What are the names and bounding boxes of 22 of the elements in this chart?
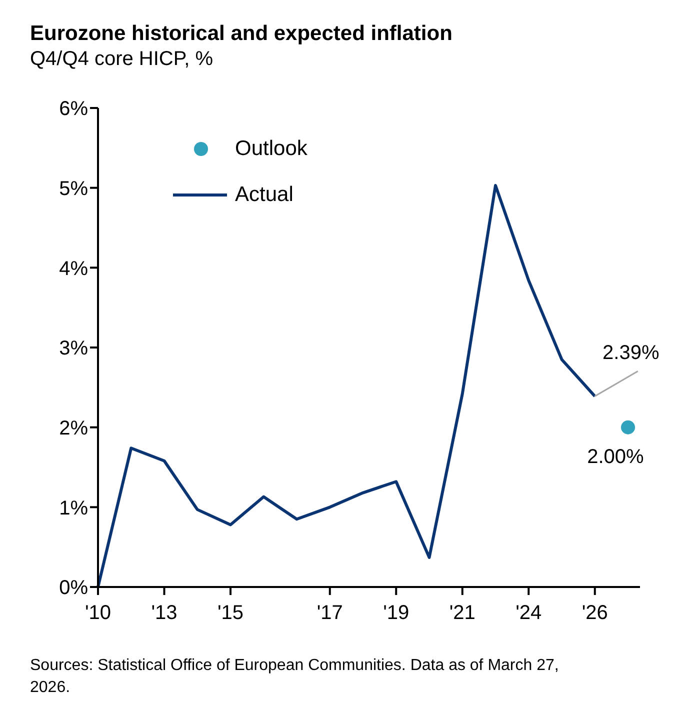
x-tick-label: '15 xyxy=(217,602,244,624)
x-tick-label: '17 xyxy=(316,602,343,624)
x-tick-label: '19 xyxy=(383,602,410,624)
x-tick-label: '21 xyxy=(449,602,476,624)
x-tick-label: '24 xyxy=(516,602,542,624)
source-note: Sources: Statistical Office of European Communities. Data as of March 27, 2026. xyxy=(30,656,560,698)
y-tick-label: 0% xyxy=(59,577,88,600)
chart-title: Eurozone historical and expected inflation xyxy=(30,22,454,46)
y-tick-label: 3% xyxy=(59,338,88,360)
y-tick-label: 2% xyxy=(59,417,88,440)
y-tick-label: 5% xyxy=(59,178,88,200)
x-tick-label: '10 xyxy=(84,602,112,624)
y-tick-label: 6% xyxy=(59,98,88,120)
y-tick-label: 4% xyxy=(59,258,88,280)
legend-label: Actual xyxy=(235,183,294,207)
y-tick-label: 1% xyxy=(59,497,88,520)
legend-label: Outlook xyxy=(235,137,308,161)
x-tick-label: '26 xyxy=(582,602,608,624)
x-tick-label: '13 xyxy=(151,602,178,624)
data-label: 2.00% xyxy=(587,446,644,468)
data-label: 2.39% xyxy=(602,342,660,364)
chart-subtitle: Q4/Q4 core HICP, % xyxy=(30,48,214,71)
